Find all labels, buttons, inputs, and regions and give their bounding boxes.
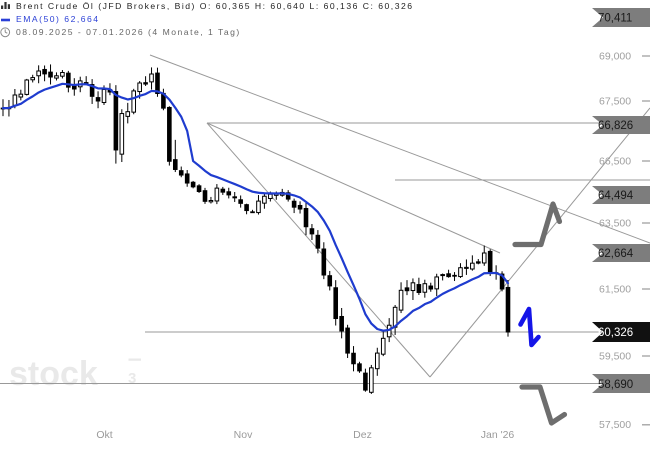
svg-text:67,500: 67,500 xyxy=(599,96,631,108)
svg-text:Brent Crude Öl (JFD Brokers, B: Brent Crude Öl (JFD Brokers, Bid) O: 60,… xyxy=(16,1,414,11)
svg-text:61,500: 61,500 xyxy=(599,284,631,296)
svg-text:58,690: 58,690 xyxy=(598,379,633,391)
svg-text:3: 3 xyxy=(128,370,136,387)
svg-text:08.09.2025 - 07.01.2026 (4 Mo: 08.09.2025 - 07.01.2026 (4 Monate, 1 Tag… xyxy=(16,27,241,37)
svg-text:63,500: 63,500 xyxy=(599,218,631,230)
svg-text:59,500: 59,500 xyxy=(599,351,631,363)
svg-text:Nov: Nov xyxy=(234,429,253,441)
svg-text:Jan '26: Jan '26 xyxy=(481,429,515,441)
svg-text:70,411: 70,411 xyxy=(598,13,632,25)
svg-text:66,826: 66,826 xyxy=(598,120,633,132)
svg-text:Dez: Dez xyxy=(353,429,372,441)
svg-text:57,500: 57,500 xyxy=(599,419,631,431)
svg-text:62,664: 62,664 xyxy=(598,248,634,260)
svg-text:EMA(50) 62,664: EMA(50) 62,664 xyxy=(16,14,100,24)
svg-text:69,000: 69,000 xyxy=(599,51,631,63)
svg-text:Okt: Okt xyxy=(96,429,112,441)
svg-text:64,494: 64,494 xyxy=(598,190,634,202)
svg-text:60,326: 60,326 xyxy=(598,327,633,339)
svg-text:stock: stock xyxy=(9,355,98,393)
svg-text:66,500: 66,500 xyxy=(599,156,631,168)
